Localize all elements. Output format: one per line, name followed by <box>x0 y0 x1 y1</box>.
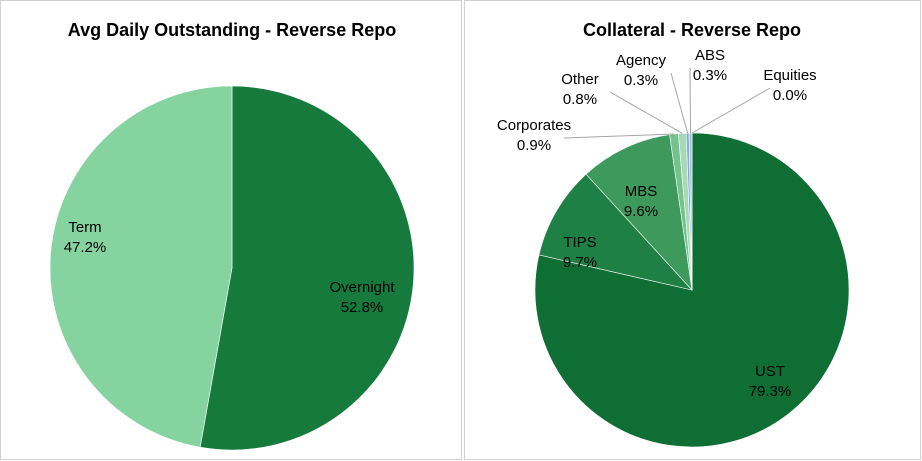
slice-label: MBS <box>625 183 658 200</box>
chart-title: Avg Daily Outstanding - Reverse Repo <box>68 20 396 40</box>
slice-label: Other <box>561 71 599 88</box>
pie-slice <box>538 173 693 291</box>
slice-label: TIPS <box>563 234 596 251</box>
slice-value-label: 0.8% <box>563 91 597 108</box>
leader-line <box>563 133 674 139</box>
slice-value-label: 0.9% <box>517 137 551 154</box>
slice-label: UST <box>755 363 785 380</box>
slice-label: Equities <box>763 67 816 84</box>
slice-value-label: 9.6% <box>624 203 658 220</box>
chart-title: Collateral - Reverse Repo <box>583 20 801 40</box>
slice-label: Overnight <box>329 279 395 296</box>
leader-line <box>689 67 692 134</box>
slice-value-label: 0.3% <box>693 67 727 84</box>
leader-line <box>691 87 771 134</box>
slice-label: Corporates <box>497 117 571 134</box>
slice-label: Term <box>68 219 101 236</box>
slice-value-label: 47.2% <box>64 239 107 256</box>
slice-label: Agency <box>616 52 667 69</box>
pie-slice <box>199 85 415 451</box>
pie-slice <box>585 134 693 291</box>
slice-value-label: 0.0% <box>773 87 807 104</box>
slice-value-label: 52.8% <box>341 299 384 316</box>
slice-label: ABS <box>695 47 725 64</box>
slice-value-label: 79.3% <box>749 383 792 400</box>
slice-value-label: 9.7% <box>563 254 597 271</box>
leader-line <box>670 72 689 134</box>
slice-value-label: 0.3% <box>624 72 658 89</box>
pie-slice <box>49 85 233 448</box>
leader-line <box>609 91 683 134</box>
